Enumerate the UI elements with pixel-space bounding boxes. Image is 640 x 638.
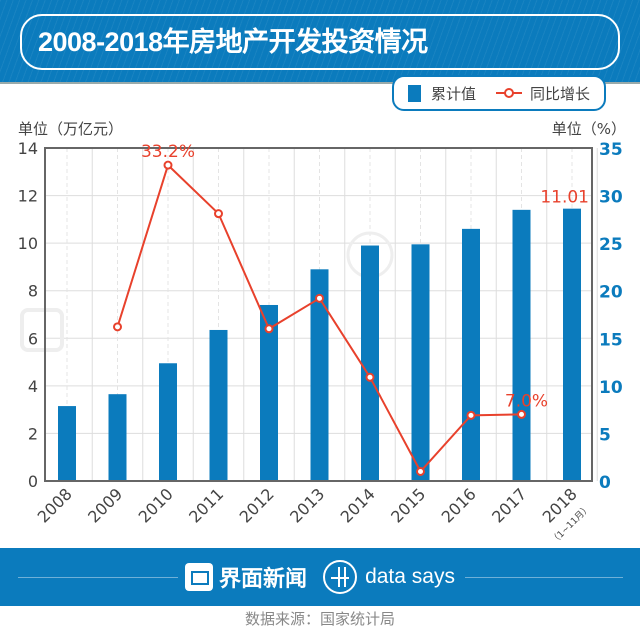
right-tick-label: 0 [599, 473, 611, 493]
bar [563, 208, 581, 481]
footer-banner: 界面新闻 data says [0, 548, 640, 606]
bar [411, 244, 430, 481]
x-tick-label: 2010 [135, 484, 177, 526]
bar [512, 209, 531, 482]
header-banner: 2008-2018年房地产开发投资情况 [0, 0, 640, 84]
title-frame [20, 14, 620, 70]
legend-bar-label: 累计值 [431, 84, 477, 103]
bar-legend-swatch [408, 84, 421, 102]
x-tick-label: 2011 [185, 484, 227, 526]
x-tick-label: 2009 [84, 484, 126, 526]
bar [462, 228, 480, 481]
bar [209, 329, 228, 481]
line-point [163, 160, 173, 170]
line-point [264, 324, 274, 334]
divider [18, 577, 178, 578]
left-tick-label: 6 [28, 329, 38, 348]
line-point [517, 409, 526, 419]
bar [361, 245, 379, 481]
chart-title: 2008-2018年房地产开发投资情况 [38, 27, 428, 57]
left-axis-unit: 单位（万亿元） [18, 120, 124, 138]
x-tick-label: 2017 [488, 484, 530, 526]
left-tick-label: 12 [18, 187, 38, 206]
legend-line-label: 同比增长 [530, 84, 591, 103]
right-tick-label: 5 [599, 425, 611, 445]
watermark-icon [20, 308, 64, 352]
right-tick-label: 30 [599, 188, 623, 208]
left-tick-label: 0 [28, 472, 38, 491]
jiemian-logo-icon [185, 563, 214, 591]
x-tick-label: 2015 [387, 484, 429, 526]
data-label: 7.0% [505, 391, 548, 411]
x-tick-label: 2016 [438, 484, 480, 526]
bar [260, 304, 278, 481]
brand-name: 界面新闻 [219, 567, 308, 592]
x-tick-label: 2013 [286, 484, 328, 526]
line-point [315, 293, 324, 303]
bar [310, 269, 329, 481]
left-tick-label: 10 [18, 234, 38, 253]
right-tick-label: 15 [599, 330, 623, 350]
line-point [365, 372, 375, 382]
x-tick-label: 2012 [236, 484, 278, 526]
x-tick-label: 2008 [34, 484, 76, 526]
line-legend-swatch [496, 88, 523, 98]
plot-frame [44, 147, 593, 482]
divider [465, 577, 623, 578]
line-point [113, 322, 122, 332]
bar [58, 406, 76, 481]
line-point [214, 209, 223, 219]
left-tick-label: 2 [28, 424, 38, 443]
left-tick-label: 14 [18, 139, 38, 158]
legend: 累计值 同比增长 [392, 75, 606, 111]
datasays-logo-icon [323, 560, 358, 594]
data-label: 11.01 [540, 188, 589, 208]
left-tick-label: 8 [28, 282, 38, 301]
line-point [466, 410, 476, 420]
chart: 0 2 4 6 8 10 12 14 0 5 10 15 20 25 30 35 33.2% 7.0% 11.01 2… [18, 139, 623, 547]
line-point [416, 466, 425, 476]
right-tick-label: 25 [599, 235, 623, 255]
data-source: 数据来源：国家统计局 [244, 610, 395, 628]
right-tick-label: 10 [599, 378, 623, 398]
left-tick-label: 4 [28, 377, 38, 396]
bar [108, 394, 127, 481]
right-tick-label: 20 [599, 283, 623, 303]
bar [159, 363, 177, 481]
brand-datasays: data says [365, 565, 455, 588]
right-axis-unit: 单位（%） [551, 120, 626, 138]
data-label: 33.2% [141, 142, 195, 162]
x-tick-label: 2014 [337, 484, 379, 526]
right-tick-label: 35 [599, 140, 623, 160]
